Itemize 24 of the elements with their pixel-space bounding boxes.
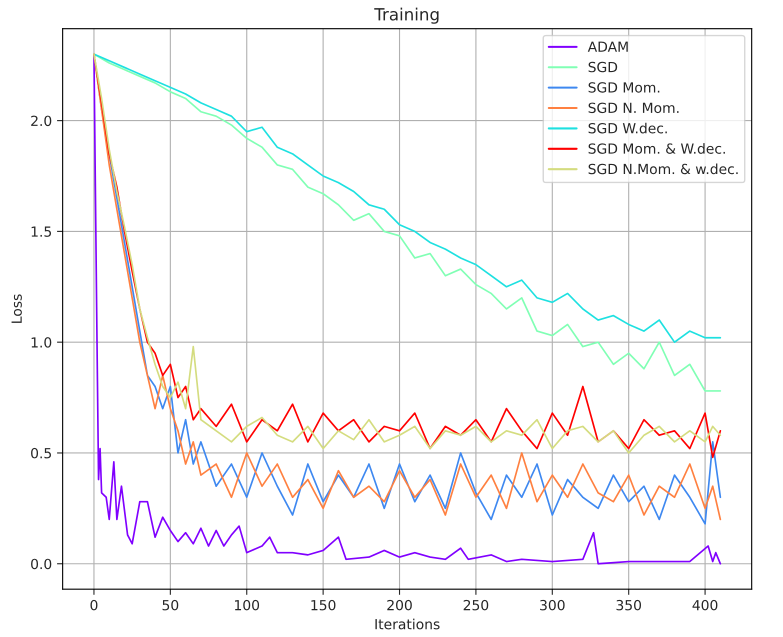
legend-label: SGD <box>588 62 618 72</box>
x-tick-label: 150 <box>311 600 336 610</box>
legend-label: SGD Mom. <box>588 82 660 93</box>
y-axis-title: Loss <box>12 294 22 323</box>
legend-label: SGD W.dec. <box>588 122 667 134</box>
x-tick-label: 300 <box>540 600 565 610</box>
x-tick-label: 250 <box>464 600 488 610</box>
y-tick-label: 1.0 <box>32 337 52 348</box>
y-tick-label: 1.5 <box>32 226 52 237</box>
x-tick-label: 50 <box>162 600 178 610</box>
legend-label: SGD N. Mom. <box>588 102 679 114</box>
x-axis-title: Iterations <box>375 618 440 630</box>
legend-label: SGD Mom. & W.dec. <box>588 143 725 154</box>
x-tick-label: 400 <box>692 600 718 610</box>
y-tick-label: 0.0 <box>31 558 52 570</box>
legend-label: ADAM <box>588 42 628 52</box>
x-tick-label: 0 <box>90 600 98 610</box>
x-tick-label: 100 <box>235 600 260 610</box>
x-tick-label: 200 <box>387 600 412 610</box>
y-tick-label: 0.5 <box>31 448 52 458</box>
legend-label: SGD N.Mom. & w.dec. <box>588 163 738 174</box>
x-tick-label: 350 <box>616 600 642 610</box>
chart-title: Training <box>374 8 439 24</box>
y-tick-label: 2.0 <box>31 116 52 126</box>
